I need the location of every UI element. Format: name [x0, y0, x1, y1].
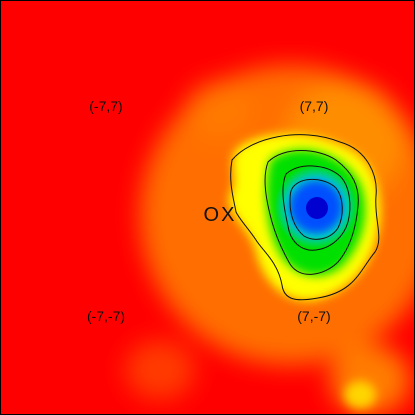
label-pos7-pos7: (7,7) — [300, 98, 329, 114]
label-neg7-pos7: (-7,7) — [89, 98, 122, 114]
heatmap-field — [125, 65, 415, 415]
contour-level-1 — [230, 134, 380, 301]
contour-level-4 — [289, 179, 343, 240]
contour-lines — [230, 134, 380, 301]
contour-level-3 — [282, 165, 351, 251]
contour-level-2 — [264, 150, 359, 275]
label-neg7-neg7: (-7,-7) — [87, 308, 125, 324]
label-pos7-neg7: (7,-7) — [297, 308, 330, 324]
ox-marker-label: OX — [204, 204, 237, 226]
